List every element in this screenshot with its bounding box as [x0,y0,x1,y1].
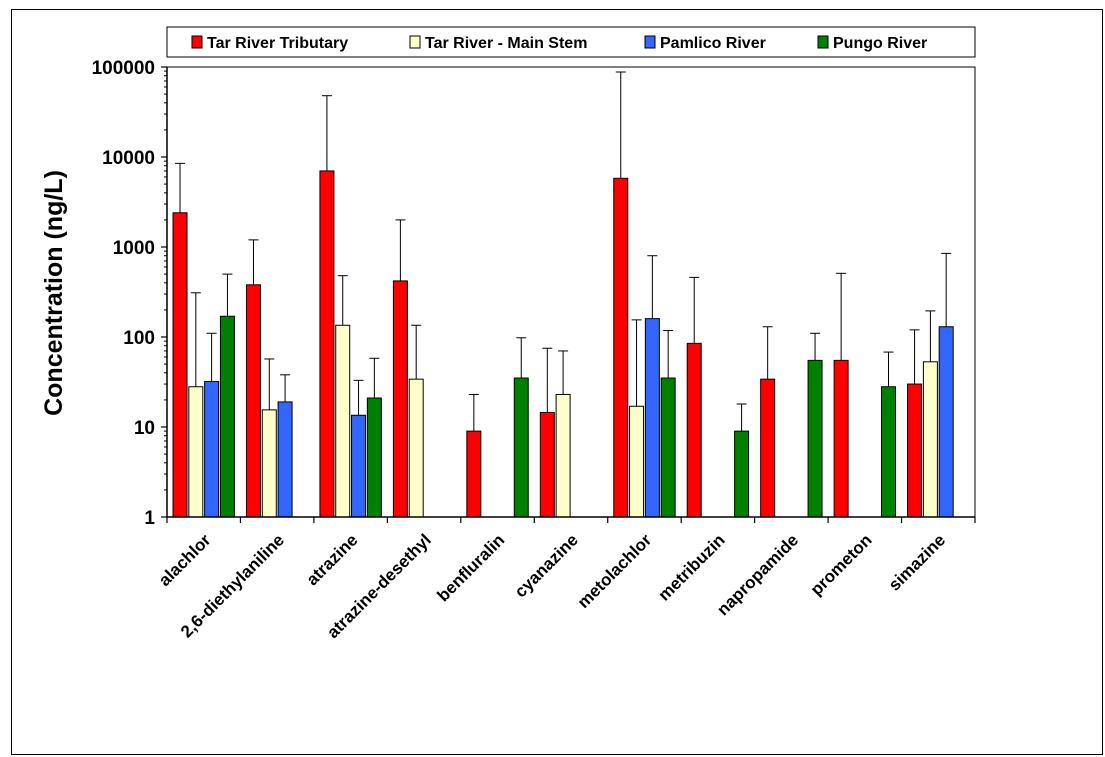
category-label: cyanazine [511,530,582,601]
bar [204,381,220,518]
legend: Tar River Tributary Tar River - Main Stem… [166,26,976,58]
y-tick-label: 1 [144,508,155,529]
legend-box [166,26,976,58]
legend-label: Tar River Tributary [207,35,348,52]
y-tick-labels: 1 10 100 1000 10000 100000 [92,58,156,529]
category-label: metolachlor [574,530,656,612]
category-label: metribuzin [655,530,729,604]
legend-label: Pamlico River [660,35,766,52]
error-bars-group [175,71,952,432]
category-label: atrazine [303,530,362,589]
bar [539,411,555,518]
bars-group [172,170,954,518]
bar [261,409,277,518]
bar [660,377,676,518]
bar [513,377,529,518]
legend-swatch [409,35,421,49]
axes-group [161,66,976,523]
bar [172,212,188,518]
chart-frame [11,9,1103,755]
bar [644,318,660,518]
bar [833,359,849,518]
y-tick-label: 1000 [113,238,155,259]
bar [938,326,954,518]
bar [907,383,923,518]
legend-label: Pungo River [833,35,927,52]
legend-swatch [191,35,203,49]
bar [922,361,938,518]
bar [686,342,702,518]
bar [351,414,367,518]
bar [335,324,351,518]
bar [366,397,382,518]
y-tick-label: 10000 [102,148,155,169]
bar [188,386,204,518]
bar [613,177,629,518]
bar [277,401,293,518]
legend-label: Tar River - Main Stem [425,35,587,52]
legend-swatch [644,35,656,49]
bar [881,386,897,518]
bar [219,315,235,518]
y-tick-label: 10 [134,418,155,439]
bar [760,378,776,518]
category-label: simazine [885,530,949,594]
bar [807,359,823,518]
category-label: benfluralin [433,530,508,605]
bar [555,393,571,518]
bar [408,378,424,518]
category-label: alachlor [155,530,215,590]
bar [392,280,408,518]
legend-swatch [817,35,829,49]
bar [466,430,482,518]
bar [734,430,750,518]
y-tick-label: 100000 [92,58,155,79]
category-label: prometon [807,530,876,599]
bar [629,405,645,518]
y-axis-title: Concentration (ng/L) [40,170,68,416]
bar [245,284,261,518]
y-tick-label: 100 [123,328,155,349]
bar [319,170,335,518]
